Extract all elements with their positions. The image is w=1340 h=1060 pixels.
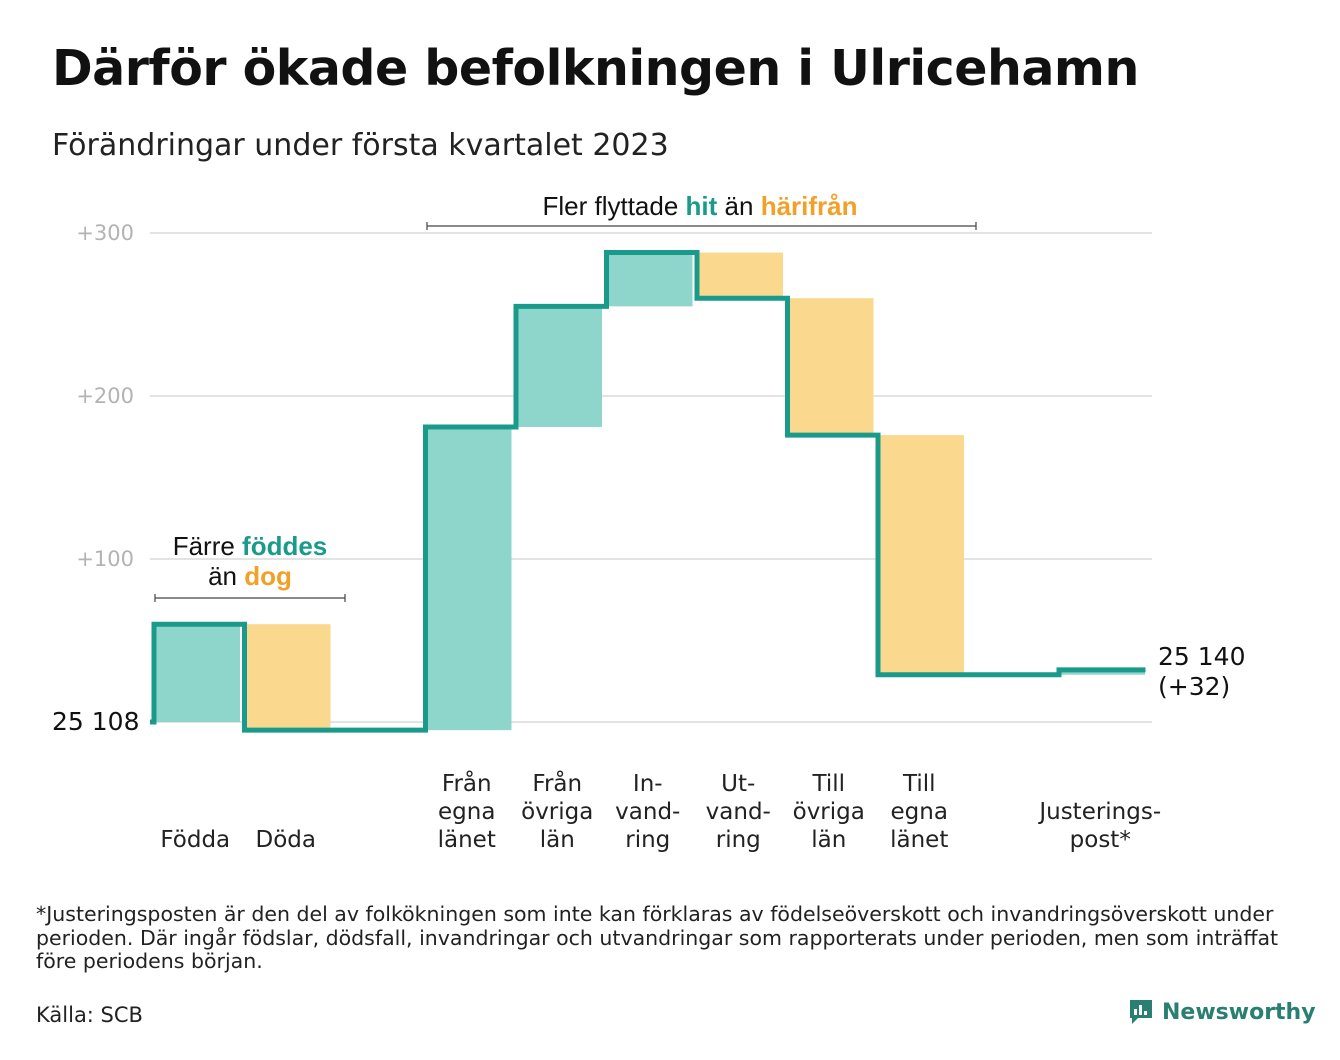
category-label: Ut- (721, 771, 755, 797)
annotation-highlight-green: föddes (242, 531, 327, 561)
bars (152, 252, 1145, 731)
category-label: post* (1070, 827, 1131, 853)
category-label: Från (442, 769, 492, 797)
svg-text:än dog: än dog (208, 561, 292, 591)
end-change-label: (+32) (1158, 672, 1230, 701)
category-label: Justerings- (1037, 799, 1161, 825)
y-tick-label: +100 (76, 547, 134, 571)
bar-decrease (785, 298, 874, 436)
annotation-bracket (154, 594, 346, 602)
annotation-bracket (426, 222, 977, 230)
category-label: egna (891, 799, 948, 825)
y-tick-label: +200 (76, 384, 134, 408)
svg-text:Färre föddes: Färre föddes (173, 531, 328, 561)
newsworthy-logo-icon (1130, 1000, 1152, 1024)
bar-increase (152, 624, 240, 722)
category-label: egna (438, 799, 495, 825)
footnote: *Justeringsposten är den del av folkökni… (36, 902, 1279, 974)
annotation-highlight-orange: härifrån (761, 191, 858, 221)
category-label: länet (438, 827, 496, 853)
annotation-text: Färre (173, 531, 242, 561)
waterfall-chart: +100+200+300 Födda DödaFrånegnalänetFrånö… (52, 191, 1245, 853)
annotation-highlight-orange: dog (244, 561, 292, 591)
annotation-text: än (208, 561, 244, 591)
brand-logo: Newsworthy (1128, 998, 1316, 1026)
category-labels: Födda DödaFrånegnalänetFrånövrigalänIn-va… (160, 769, 1161, 853)
annotation-text: än (717, 191, 760, 221)
annotation-migration: Fler flyttade hit än härifrån (426, 191, 977, 230)
category-label: vand- (706, 799, 771, 825)
category-label: ring (716, 827, 761, 853)
category-label: ring (625, 827, 670, 853)
baseline-label: 25 108 (52, 707, 139, 736)
bar-increase (514, 306, 602, 427)
source-credit: Källa: SCB (36, 1003, 143, 1027)
category-label: Från (532, 769, 582, 797)
category-label: länet (890, 827, 948, 853)
y-tick-label: +300 (76, 221, 134, 245)
end-total-label: 25 140 (1158, 642, 1245, 671)
category-label: övriga (793, 799, 865, 825)
bar-decrease (876, 435, 964, 675)
category-label: övriga (521, 799, 593, 825)
svg-text:Fler flyttade hit än härifrån: Fler flyttade hit än härifrån (542, 191, 857, 221)
annotation-text: Fler flyttade (542, 191, 685, 221)
annotation-highlight-green: hit (686, 191, 718, 221)
category-label: Födda (160, 827, 230, 853)
chart-subtitle: Förändringar under första kvartalet 2023 (52, 128, 669, 163)
category-label: Till (811, 771, 845, 797)
chart-title: Därför ökade befolkningen i Ulricehamn (52, 40, 1139, 97)
category-label: Till (902, 771, 936, 797)
category-label: In- (633, 771, 663, 797)
category-label: län (540, 827, 575, 853)
category-label: län (811, 827, 846, 853)
bar-decrease (242, 624, 331, 731)
category-label: vand- (615, 799, 680, 825)
category-label: Döda (256, 827, 316, 853)
annotation-births-deaths: Färre föddes än dog (154, 531, 346, 602)
cumulative-step-line (150, 250, 1146, 733)
bar-increase (604, 252, 693, 307)
bar-increase (423, 426, 512, 731)
bar-decrease (695, 252, 783, 299)
brand-name: Newsworthy (1162, 999, 1316, 1025)
